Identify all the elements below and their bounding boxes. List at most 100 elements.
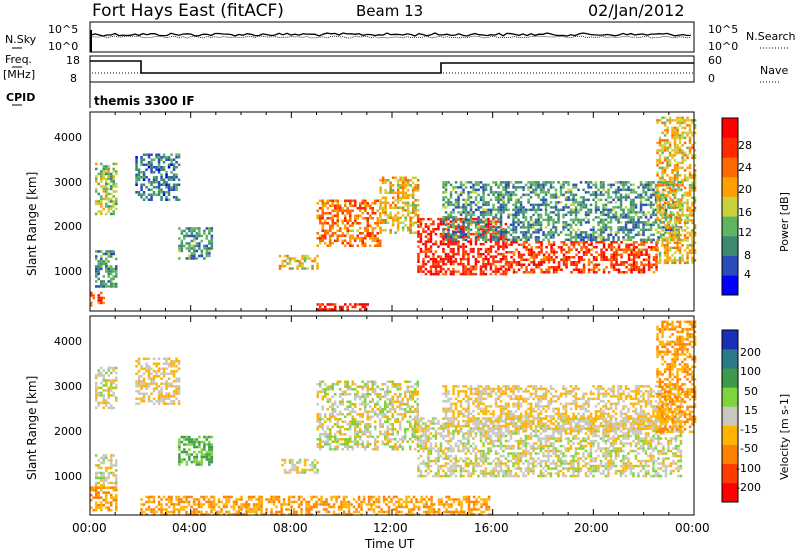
power-colorbar-segment xyxy=(722,118,738,138)
power-cell xyxy=(647,211,650,214)
power-cell xyxy=(492,229,495,232)
power-cell xyxy=(661,184,664,187)
power-cell xyxy=(630,204,633,207)
power-cell xyxy=(555,221,558,224)
power-cell xyxy=(404,202,407,205)
power-cell xyxy=(108,175,111,178)
power-cell xyxy=(329,200,332,203)
velocity-cell xyxy=(211,453,214,456)
power-cell xyxy=(607,234,610,237)
power-cell xyxy=(379,227,382,230)
velocity-cell xyxy=(148,375,151,378)
velocity-cell xyxy=(178,385,181,388)
power-cell xyxy=(540,189,543,192)
power-cell xyxy=(686,217,689,220)
power-cell xyxy=(666,132,669,135)
power-cell xyxy=(467,258,470,261)
power-cell xyxy=(437,263,440,266)
power-cell xyxy=(110,283,113,286)
power-cell xyxy=(379,222,382,225)
power-cell xyxy=(625,239,628,242)
velocity-cell xyxy=(196,456,199,459)
velocity-cell xyxy=(394,383,397,386)
power-cell xyxy=(425,243,428,246)
velocity-cell xyxy=(412,431,415,434)
velocity-cell xyxy=(100,484,103,487)
power-cell xyxy=(653,246,656,249)
velocity-cell xyxy=(168,385,171,388)
power-cell xyxy=(537,239,540,242)
power-cell xyxy=(570,241,573,244)
power-cell xyxy=(110,270,113,273)
power-cell xyxy=(170,159,173,162)
power-cell xyxy=(640,196,643,199)
power-cell xyxy=(684,159,687,162)
power-cell xyxy=(664,252,667,255)
power-cell xyxy=(500,258,503,261)
power-cell xyxy=(648,261,651,264)
power-cell xyxy=(542,191,545,194)
power-cell xyxy=(457,206,460,209)
power-cell xyxy=(640,271,643,274)
power-cell xyxy=(610,226,613,229)
power-cell xyxy=(640,241,643,244)
power-cell xyxy=(565,214,568,217)
power-cell xyxy=(691,154,694,157)
cpid-text: themis 3300 IF xyxy=(94,94,195,108)
velocity-cell xyxy=(332,406,335,409)
power-cell xyxy=(135,179,138,182)
power-cell xyxy=(442,219,445,222)
power-cell xyxy=(206,245,209,248)
power-cell xyxy=(565,251,568,254)
power-cell xyxy=(575,254,578,257)
power-cell xyxy=(497,268,500,271)
power-cell xyxy=(490,233,493,236)
power-cell xyxy=(153,171,156,174)
power-cell xyxy=(487,225,490,228)
power-cell xyxy=(407,202,410,205)
power-cell xyxy=(332,217,335,220)
power-cell xyxy=(191,235,194,238)
power-cell xyxy=(487,258,490,261)
power-cell xyxy=(684,262,687,265)
velocity-cell xyxy=(324,416,327,419)
power-cell xyxy=(158,186,161,189)
power-cell xyxy=(332,225,335,228)
velocity-cell xyxy=(384,403,387,406)
velocity-cell xyxy=(384,406,387,409)
power-cell xyxy=(635,241,638,244)
power-cell xyxy=(430,250,433,253)
power-cell xyxy=(585,221,588,224)
velocity-cell xyxy=(362,433,365,436)
power-cell xyxy=(452,189,455,192)
power-cell xyxy=(349,217,352,220)
power-cell xyxy=(535,229,538,232)
power-cell xyxy=(540,209,543,212)
power-cell xyxy=(642,189,645,192)
power-cell xyxy=(507,181,510,184)
power-cell xyxy=(515,206,518,209)
power-cell xyxy=(686,244,689,247)
velocity-cell xyxy=(153,383,156,386)
power-cell xyxy=(527,224,530,227)
power-cell xyxy=(414,209,417,212)
power-cell xyxy=(105,195,108,198)
power-cell xyxy=(547,234,550,237)
power-cell xyxy=(409,212,412,215)
velocity-cell xyxy=(394,401,397,404)
power-cell xyxy=(615,196,618,199)
power-cell xyxy=(640,239,643,242)
power-cell xyxy=(317,303,320,306)
power-cell xyxy=(512,231,515,234)
velocity-cell xyxy=(337,438,340,441)
power-cell xyxy=(648,254,651,257)
velocity-cell xyxy=(135,390,138,393)
power-cell xyxy=(548,271,551,274)
power-cell xyxy=(369,207,372,210)
power-cell xyxy=(108,205,111,208)
power-cell xyxy=(545,219,548,222)
power-cell xyxy=(422,265,425,268)
power-cell xyxy=(279,255,282,257)
power-cell xyxy=(657,236,660,239)
power-cell xyxy=(497,196,500,199)
